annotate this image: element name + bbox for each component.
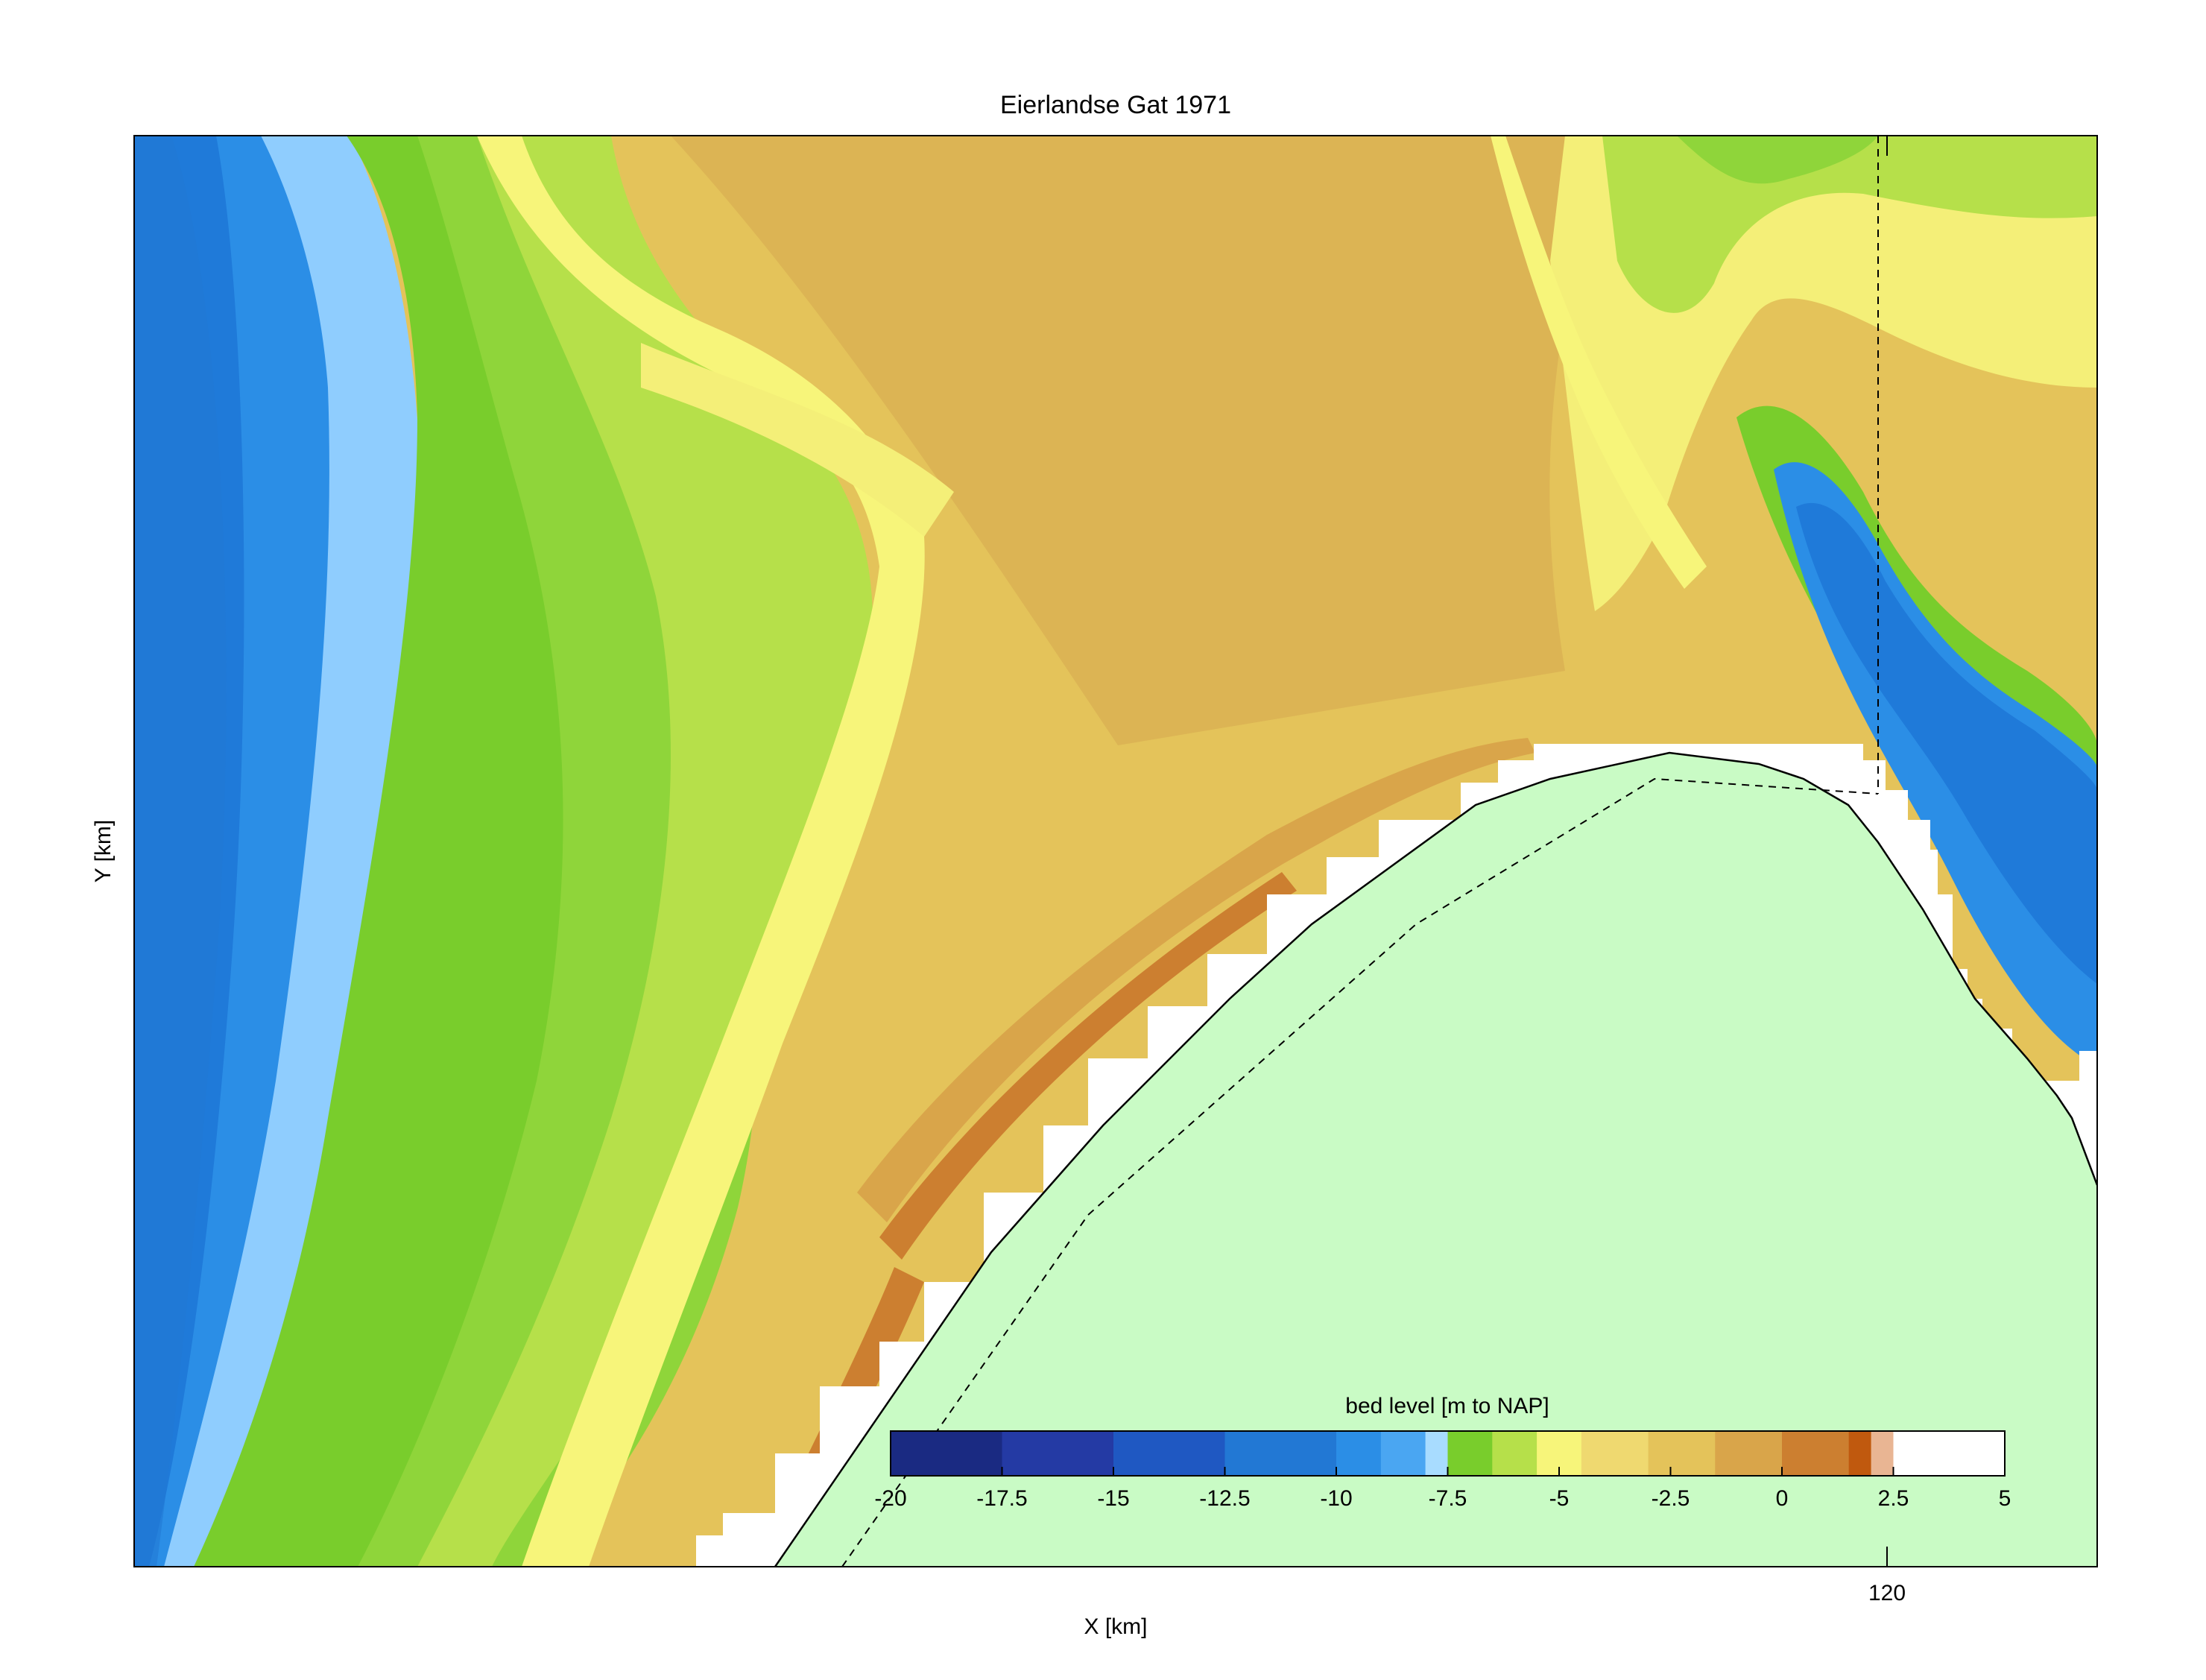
colorbar-level-5 xyxy=(1380,1431,1426,1476)
colorbar-swatches xyxy=(891,1431,2006,1476)
colorbar-level-0 xyxy=(891,1431,1002,1476)
bathymetry-field xyxy=(134,136,2097,1567)
x-tick-label: 120 xyxy=(1868,1581,1906,1605)
colorbar-tick-label: 2.5 xyxy=(1878,1486,1909,1511)
colorbar-tick-label: -2.5 xyxy=(1652,1486,1690,1511)
colorbar-level-6 xyxy=(1425,1431,1448,1476)
colorbar-level-13 xyxy=(1782,1431,1850,1476)
x-axis-label: X [km] xyxy=(1084,1614,1147,1639)
colorbar-label: bed level [m to NAP] xyxy=(1345,1394,1549,1418)
colorbar-level-1 xyxy=(1002,1431,1114,1476)
plot-frame xyxy=(133,135,2098,1567)
colorbar-ticks: -20 -17.5 -15 -12.5 -10 -7.5 -5 -2.5 0 2.5 5 xyxy=(874,1467,2011,1511)
colorbar-tick-label: -17.5 xyxy=(976,1486,1027,1511)
colorbar-level-3 xyxy=(1224,1431,1337,1476)
colorbar-tick-label: -7.5 xyxy=(1429,1486,1467,1511)
chart-title: Eierlandse Gat 1971 xyxy=(1000,91,1231,119)
colorbar-level-2 xyxy=(1113,1431,1225,1476)
colorbar-level-4 xyxy=(1336,1431,1382,1476)
y-axis-label: Y [km] xyxy=(91,820,116,882)
colorbar-level-7 xyxy=(1447,1431,1493,1476)
colorbar: bed level [m to NAP] -20 -17.5 -15 -12.5 -10… xyxy=(874,1394,2011,1511)
colorbar-level-8 xyxy=(1492,1431,1537,1476)
colorbar-level-14 xyxy=(1848,1431,1872,1476)
colorbar-tick-label: 0 xyxy=(1776,1486,1789,1511)
colorbar-level-12 xyxy=(1715,1431,1783,1476)
colorbar-level-15 xyxy=(1871,1431,1894,1476)
colorbar-tick-label: -20 xyxy=(874,1486,906,1511)
colorbar-level-10 xyxy=(1581,1431,1649,1476)
colorbar-level-16 xyxy=(1893,1431,2006,1476)
colorbar-tick-label: -5 xyxy=(1549,1486,1570,1511)
colorbar-tick-label: -10 xyxy=(1320,1486,1352,1511)
colorbar-tick-label: -15 xyxy=(1097,1486,1129,1511)
colorbar-tick-label: 5 xyxy=(1999,1486,2011,1511)
colorbar-level-11 xyxy=(1648,1431,1716,1476)
colorbar-tick-label: -12.5 xyxy=(1199,1486,1250,1511)
